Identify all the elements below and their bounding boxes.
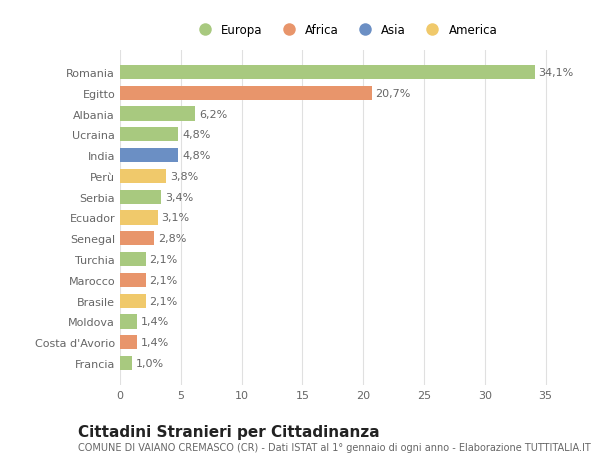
Bar [120, 107, 196, 121]
Bar [120, 211, 158, 225]
Bar [120, 294, 146, 308]
Text: 3,1%: 3,1% [161, 213, 190, 223]
Bar [120, 149, 178, 163]
Text: 34,1%: 34,1% [538, 68, 574, 78]
Bar [120, 190, 161, 204]
Text: 2,8%: 2,8% [158, 234, 186, 244]
Bar [120, 356, 132, 370]
Bar [120, 128, 178, 142]
Text: 2,1%: 2,1% [149, 296, 178, 306]
Text: 3,8%: 3,8% [170, 172, 198, 181]
Text: 1,0%: 1,0% [136, 358, 164, 368]
Text: 1,4%: 1,4% [140, 337, 169, 347]
Bar [120, 315, 137, 329]
Bar [120, 169, 166, 184]
Text: 4,8%: 4,8% [182, 130, 211, 140]
Text: COMUNE DI VAIANO CREMASCO (CR) - Dati ISTAT al 1° gennaio di ogni anno - Elabora: COMUNE DI VAIANO CREMASCO (CR) - Dati IS… [78, 442, 591, 452]
Bar [120, 232, 154, 246]
Bar [120, 273, 146, 287]
Text: 20,7%: 20,7% [376, 89, 411, 99]
Text: Cittadini Stranieri per Cittadinanza: Cittadini Stranieri per Cittadinanza [78, 425, 380, 440]
Bar [120, 86, 372, 101]
Text: 1,4%: 1,4% [140, 317, 169, 327]
Text: 3,4%: 3,4% [165, 192, 193, 202]
Legend: Europa, Africa, Asia, America: Europa, Africa, Asia, America [188, 20, 502, 42]
Text: 4,8%: 4,8% [182, 151, 211, 161]
Text: 2,1%: 2,1% [149, 255, 178, 264]
Bar [120, 336, 137, 350]
Bar [120, 66, 535, 80]
Text: 6,2%: 6,2% [199, 109, 227, 119]
Bar [120, 252, 146, 267]
Text: 2,1%: 2,1% [149, 275, 178, 285]
